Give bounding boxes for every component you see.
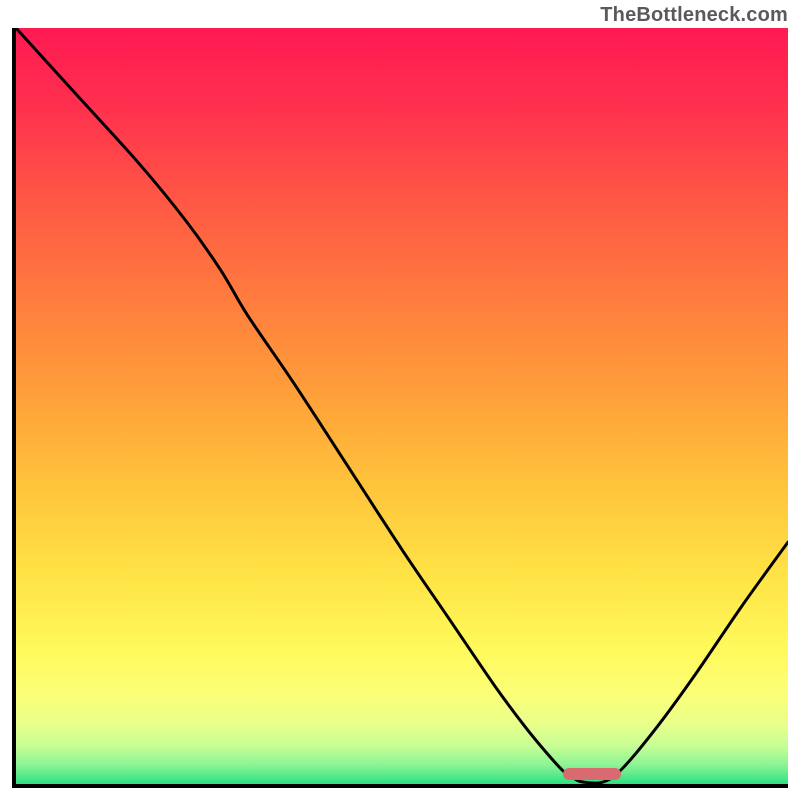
- chart-container: TheBottleneck.com: [0, 0, 800, 800]
- optimal-range-marker: [563, 768, 621, 780]
- plot-inner: [16, 28, 788, 784]
- bottleneck-curve: [16, 28, 788, 784]
- watermark-text: TheBottleneck.com: [600, 4, 788, 27]
- plot-area: [12, 28, 788, 788]
